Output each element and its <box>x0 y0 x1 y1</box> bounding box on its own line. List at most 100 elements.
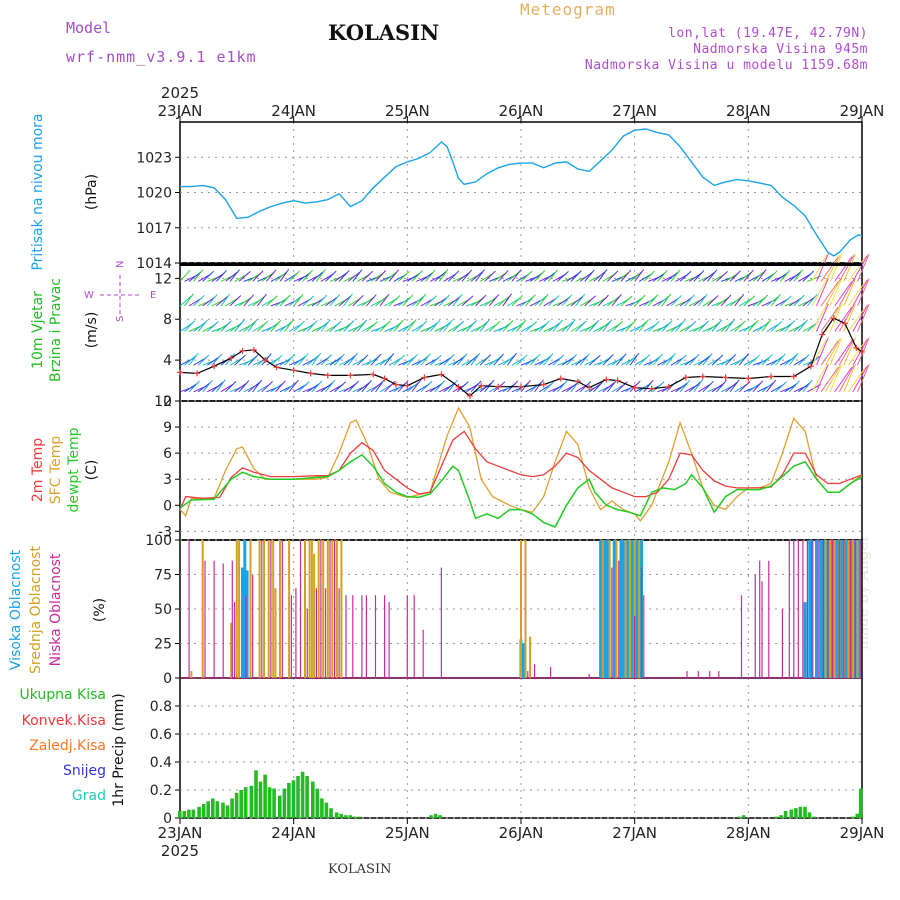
wind-speed-marker <box>392 381 399 388</box>
precip-bar <box>305 776 309 818</box>
wind-speed-marker <box>745 375 752 382</box>
wind-barb <box>356 382 370 393</box>
y-tick-label: 8 <box>163 312 172 328</box>
wind-barb <box>807 355 820 366</box>
cloud-bar <box>222 563 224 678</box>
x-tick-label: 28JAN <box>726 102 771 120</box>
wind-barb <box>820 306 839 332</box>
wind-barb-field <box>179 253 870 393</box>
wind-barb <box>756 269 767 282</box>
wind-barb <box>456 381 469 393</box>
wind-barb <box>625 355 638 366</box>
wind-barb <box>484 270 496 282</box>
wind-barb <box>452 355 466 366</box>
precip-bar <box>737 816 741 818</box>
cloud-bar <box>630 540 634 678</box>
wind-barb <box>852 305 868 332</box>
wind-speed-marker <box>790 373 797 380</box>
precip-bar <box>230 798 234 818</box>
wind-barb <box>816 364 829 392</box>
wind-barb <box>543 380 555 393</box>
wind-barb <box>502 355 515 366</box>
wind-barb <box>475 269 485 282</box>
wind-barb <box>829 364 843 392</box>
wind-barb <box>757 294 769 307</box>
x-tick-label: 29JAN <box>840 824 885 842</box>
wind-speed-marker <box>699 373 706 380</box>
wind-barb <box>829 337 843 366</box>
cloud-bar <box>831 540 833 678</box>
cloud-bar <box>835 540 839 678</box>
wind-barb <box>529 272 543 282</box>
wind-barb <box>297 272 311 282</box>
y-tick-label: 0 <box>163 671 172 687</box>
x-tick-label: 27JAN <box>612 824 657 842</box>
wind-barb <box>306 319 318 332</box>
wind-barb <box>761 382 774 393</box>
panel-frame-1 <box>179 262 863 402</box>
wind-barb <box>834 306 853 332</box>
wind-barb <box>334 272 348 282</box>
wind-speed-marker <box>381 375 388 382</box>
wind-speed-marker <box>262 357 269 364</box>
wind-barb <box>593 271 606 282</box>
y-tick-label: 1020 <box>136 186 172 202</box>
precip-unit: 1hr Precip (mm) <box>111 693 127 806</box>
wind-barb <box>747 319 759 332</box>
cloud-bar <box>761 581 763 678</box>
precip-bar <box>741 815 746 818</box>
cloud-bar <box>243 540 247 678</box>
wind-barb <box>597 321 611 332</box>
wind-barb <box>607 296 620 307</box>
wind-barb <box>852 279 868 307</box>
product-title: Meteogram <box>520 0 616 19</box>
cloud-bar <box>686 671 688 678</box>
y-tick-label: 0.2 <box>150 783 172 799</box>
wind-barb <box>597 269 608 282</box>
x-tick-label: 26JAN <box>499 102 544 120</box>
cloud-bar <box>340 540 343 678</box>
precip-bar <box>206 801 210 818</box>
precip-bar <box>278 795 282 818</box>
wind-barb <box>256 293 267 307</box>
wind-barb <box>270 382 284 393</box>
y-tick-label: 0.6 <box>150 727 172 743</box>
wind-barb <box>620 322 634 332</box>
cloud-bar <box>603 540 607 678</box>
wind-speed-marker <box>455 383 462 390</box>
x-tick-label: 29JAN <box>840 102 885 120</box>
wind-barb <box>270 319 282 332</box>
wind-barb <box>234 354 246 366</box>
wind-speed-marker <box>250 346 257 353</box>
footer-station: KOLASIN <box>328 862 392 877</box>
cloud-bar <box>858 540 862 678</box>
wind-barb <box>788 352 799 366</box>
wind-barb <box>720 321 733 332</box>
wind-barb <box>738 353 750 366</box>
cloud-bar <box>605 540 609 678</box>
wind-barb <box>743 295 756 307</box>
wind-barb <box>411 296 424 307</box>
wind-barb <box>825 279 841 307</box>
wind-barb <box>697 320 710 332</box>
wind-barb <box>366 321 378 332</box>
wind-barb <box>557 380 568 393</box>
wind-barb <box>229 295 242 307</box>
wind-barb <box>811 254 827 282</box>
wind-barb <box>384 353 395 366</box>
precip-bar <box>243 787 248 818</box>
precip-bar <box>794 808 798 818</box>
wind-barb <box>261 271 275 282</box>
wind-speed-marker <box>421 374 428 381</box>
wind-barb <box>229 322 243 332</box>
precip-bar <box>263 774 267 818</box>
temp-unit: (C) <box>84 460 100 481</box>
wind-barb <box>738 271 752 282</box>
wind-speed-marker <box>438 371 445 378</box>
wind-barb <box>602 354 614 366</box>
wind-barb <box>761 319 772 332</box>
wind-barb <box>638 382 652 393</box>
wind-barb <box>584 269 595 282</box>
cloud-bar <box>274 588 277 678</box>
